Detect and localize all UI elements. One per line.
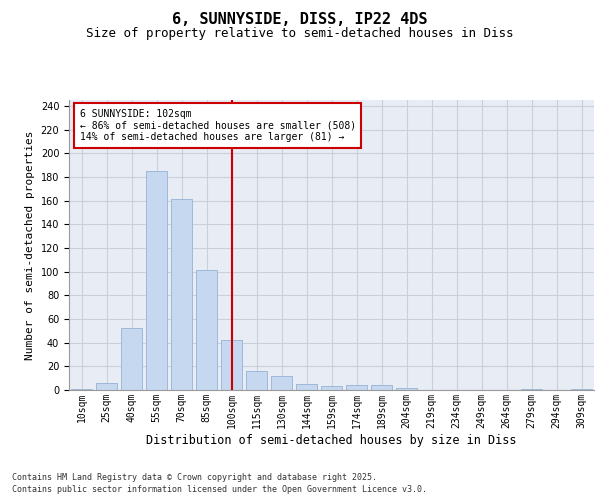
Text: 6, SUNNYSIDE, DISS, IP22 4DS: 6, SUNNYSIDE, DISS, IP22 4DS	[172, 12, 428, 28]
Bar	[196, 270, 217, 390]
Bar	[346, 386, 367, 390]
Bar	[521, 389, 542, 390]
Bar	[246, 371, 267, 390]
Bar	[96, 383, 117, 390]
Y-axis label: Number of semi-detached properties: Number of semi-detached properties	[25, 130, 35, 360]
Bar	[371, 386, 392, 390]
Text: 6 SUNNYSIDE: 102sqm
← 86% of semi-detached houses are smaller (508)
14% of semi-: 6 SUNNYSIDE: 102sqm ← 86% of semi-detach…	[79, 108, 356, 142]
Bar	[171, 200, 192, 390]
X-axis label: Distribution of semi-detached houses by size in Diss: Distribution of semi-detached houses by …	[146, 434, 517, 446]
Bar	[121, 328, 142, 390]
Bar	[321, 386, 342, 390]
Bar	[271, 376, 292, 390]
Text: Contains HM Land Registry data © Crown copyright and database right 2025.: Contains HM Land Registry data © Crown c…	[12, 474, 377, 482]
Bar	[296, 384, 317, 390]
Bar	[571, 389, 592, 390]
Text: Size of property relative to semi-detached houses in Diss: Size of property relative to semi-detach…	[86, 28, 514, 40]
Bar	[221, 340, 242, 390]
Bar	[146, 171, 167, 390]
Text: Contains public sector information licensed under the Open Government Licence v3: Contains public sector information licen…	[12, 485, 427, 494]
Bar	[71, 389, 92, 390]
Bar	[396, 388, 417, 390]
